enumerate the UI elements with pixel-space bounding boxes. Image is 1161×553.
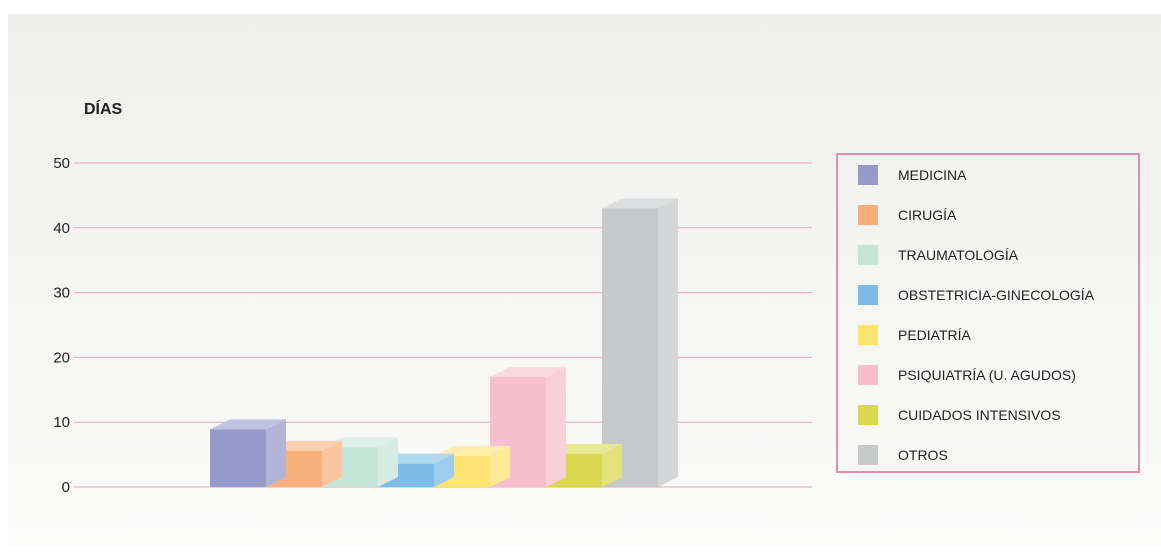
y-tick-label: 0 [62,479,70,496]
bar-side [658,198,678,488]
bar-side [602,443,622,487]
legend-label: CUIDADOS INTENSIVOS [898,407,1061,423]
y-tick-label: 40 [53,220,70,237]
legend-swatch [858,365,878,385]
bar-top [434,445,510,456]
bar-top [490,366,566,377]
bar-top [602,198,678,209]
bar-side [378,437,398,487]
y-tick-label: 20 [53,349,70,366]
legend-label: TRAUMATOLOGÍA [898,247,1019,263]
legend-label: OTROS [898,447,948,463]
legend-swatch [858,325,878,345]
legend-label: CIRUGÍA [898,207,957,223]
legend-swatch [858,205,878,225]
bar-front [602,208,658,488]
y-tick-label: 50 [53,155,70,172]
y-tick-label: 10 [53,414,70,431]
y-axis-label: DÍAS [84,101,123,118]
legend-label: MEDICINA [898,167,967,183]
legend-swatch [858,285,878,305]
bar-side [490,445,510,487]
legend-label: PEDIATRÍA [898,327,971,343]
legend-swatch [858,405,878,425]
bar-side [546,366,566,487]
bar-side [322,440,342,487]
bar-front [210,429,266,487]
legend-swatch [858,445,878,465]
legend: MEDICINA CIRUGÍA TRAUMATOLOGÍA OBSTETRICIA-… [836,153,1140,473]
y-tick-label: 30 [53,285,70,302]
legend-swatch [858,245,878,265]
legend-swatch [858,165,878,185]
bar [602,198,678,488]
bar [210,419,286,487]
bar-side [266,419,286,487]
bar [490,366,566,487]
bar-side [434,453,454,487]
bar-top [210,419,286,430]
legend-label: PSIQUIATRÍA (U. AGUDOS) [898,367,1076,383]
legend-label: OBSTETRICIA-GINECOLOGÍA [898,287,1095,303]
